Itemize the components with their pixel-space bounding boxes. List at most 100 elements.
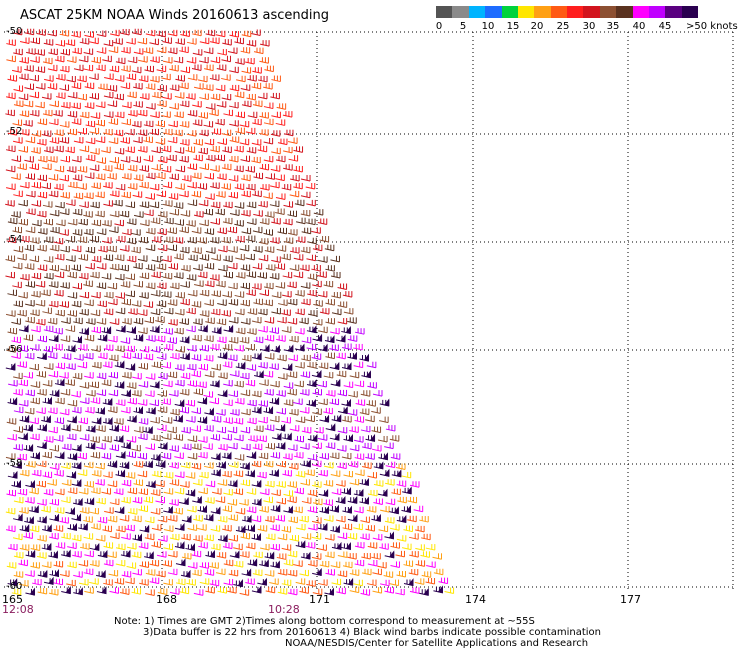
wind-barb [347,409,358,416]
wind-barb [192,495,202,504]
wind-barb [229,209,240,217]
wind-barb [379,398,390,407]
wind-barb [114,111,125,119]
wind-barb [43,489,54,496]
wind-barb [132,373,142,380]
wind-barb [210,165,220,172]
wind-barb [23,532,33,540]
wind-barb [329,504,339,513]
wind-barb [67,561,77,569]
wind-barb [371,407,381,414]
wind-barb [353,523,363,531]
wind-barb [121,101,132,109]
wind-barb [102,220,112,227]
wind-barb [180,352,190,361]
wind-barb [324,534,335,541]
wind-barb [161,291,172,298]
wind-barb [5,165,16,173]
wind-barb [83,280,93,288]
wind-barb [271,291,282,299]
wind-barb [185,93,196,100]
lon-label-171: 171 [309,593,330,606]
wind-barb [349,479,360,486]
wind-barb [12,460,22,469]
wind-barb [325,265,335,272]
wind-barb [337,318,348,325]
wind-barb [276,553,287,560]
wind-barb [197,524,207,531]
wind-barb [347,351,357,360]
wind-barb [221,310,231,317]
wind-barb [270,130,281,137]
wind-barb [331,578,342,586]
wind-barb [25,479,35,489]
wind-barb [30,381,41,388]
wind-barb [137,129,148,137]
wind-barb [120,407,131,414]
wind-barb [257,75,268,83]
wind-barb [194,83,204,90]
wind-barb [414,578,425,585]
wind-barb [223,271,234,279]
wind-barb [228,192,238,199]
wind-barb [246,364,257,371]
wind-barb [48,550,58,559]
wind-barb [85,441,96,450]
wind-barb [221,163,232,171]
wind-barb [97,352,108,360]
wind-barb [66,433,77,441]
wind-barb [156,65,167,73]
wind-barb [347,335,358,342]
wind-barb [151,256,162,263]
wind-barb [198,364,209,371]
wind-barb [258,238,269,245]
wind-barb [109,587,120,594]
wind-barb [355,469,365,477]
wind-barb [36,552,47,559]
wind-barb [379,416,389,424]
wind-barb [306,199,316,207]
wind-barb [259,112,269,119]
wind-barb [245,523,255,533]
wind-barb [367,382,377,389]
wind-barb [251,479,262,488]
wind-barb [108,118,119,126]
footnote-line-1: Note: 1) Times are GMT 2)Times along bot… [114,616,601,627]
wind-barb [102,397,113,406]
map-axis-labels: -50 -52 -54 -56 -58 -60 165 168 171 174 … [2,26,641,616]
wind-barb [209,579,220,587]
wind-barb [71,301,82,308]
wind-barb [377,488,388,497]
wind-barb [41,414,51,424]
wind-barb [229,550,240,559]
wind-barb [209,37,220,45]
wind-barb [89,560,100,567]
wind-barb [59,408,70,416]
wind-barb [425,544,436,551]
wind-barb [125,146,135,154]
wind-barb [227,587,237,594]
wind-barb [197,436,208,443]
wind-barb [323,515,334,522]
wind-barb [137,109,148,117]
wind-barb [121,191,131,199]
wind-barb [229,120,239,127]
wind-barb [197,183,208,190]
wind-barb [18,219,28,226]
wind-barb [103,559,114,567]
wind-barb [329,452,340,460]
wind-barb [199,254,210,261]
wind-barb [156,263,167,271]
wind-barb [329,361,340,370]
wind-barb [289,535,300,542]
wind-barb [126,382,137,389]
wind-barb [101,488,112,495]
wind-barb [228,155,239,163]
wind-barb [73,64,84,72]
wind-barb [191,425,201,433]
wind-barb [48,334,59,343]
wind-barb [311,533,322,540]
wind-barb [193,589,204,596]
wind-barb [283,559,294,567]
wind-barb [36,139,47,146]
